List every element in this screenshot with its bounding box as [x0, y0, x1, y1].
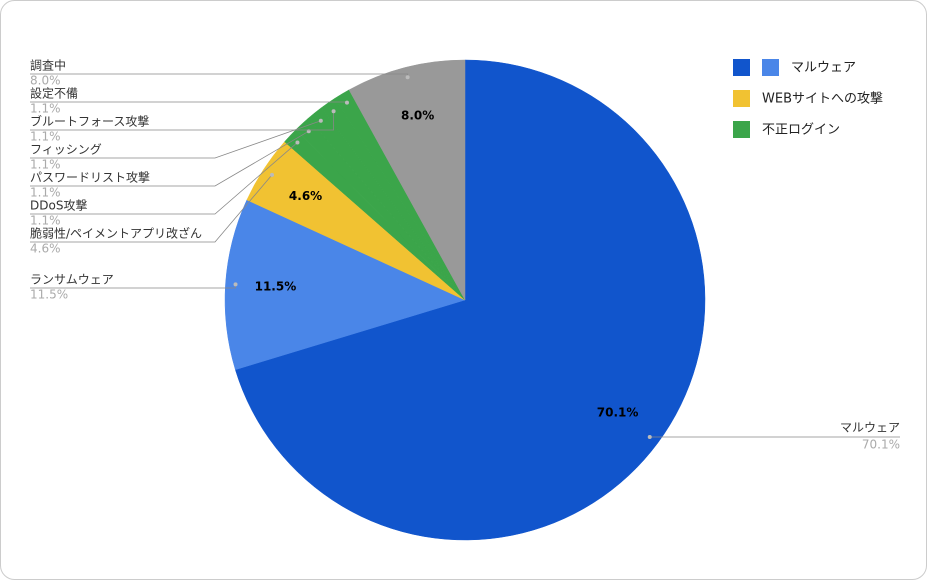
slice-value: 11.5% — [30, 288, 68, 302]
leader-dot — [233, 282, 238, 287]
leader-line — [30, 174, 273, 243]
leader-dot — [344, 100, 349, 105]
pie-slice — [224, 199, 466, 371]
legend-swatch — [733, 121, 750, 138]
slice-value: 1.1% — [30, 130, 61, 144]
leader-line — [30, 120, 321, 159]
slice-name: フィッシング — [30, 143, 102, 157]
pie-slice — [235, 59, 706, 541]
slice-value: 1.1% — [30, 102, 61, 116]
slice-label: 4.6% — [289, 189, 322, 203]
slice-name: 調査中 — [30, 58, 66, 73]
slice-label: 70.1% — [597, 406, 639, 420]
legend-label: マルウェア — [791, 61, 856, 76]
leader-line — [30, 111, 334, 131]
slice-name: 設定不備 — [30, 86, 78, 101]
leader-line — [30, 130, 309, 187]
slice-name: マルウェア — [840, 421, 900, 435]
leader-dot — [405, 75, 410, 80]
slice-value: 1.1% — [30, 214, 61, 228]
slice-name: ランサムウェア — [30, 273, 114, 287]
slice-name: DDoS攻撃 — [30, 198, 87, 213]
slice-name: 脆弱性/ペイメントアプリ改ざん — [30, 226, 202, 241]
slice-label: 8.0% — [401, 109, 434, 123]
pie-slice — [348, 59, 466, 301]
slice-label: 11.5% — [255, 280, 297, 294]
legend-label: WEBサイトへの攻撃 — [762, 91, 883, 107]
legend-swatch — [733, 59, 750, 76]
legend-label: 不正ログイン — [762, 123, 840, 138]
leader-dot — [318, 118, 323, 123]
leader-dot — [647, 435, 652, 440]
leader-dot — [269, 172, 274, 177]
slice-name: パスワードリスト攻撃 — [30, 170, 150, 185]
slice-name: ブルートフォース攻撃 — [30, 114, 149, 129]
slice-value: 8.0% — [30, 74, 61, 88]
leader-line — [30, 142, 298, 215]
leader-dot — [331, 109, 336, 114]
slice-value: 1.1% — [30, 186, 61, 200]
slice-value: 70.1% — [862, 438, 900, 452]
leader-dot — [295, 140, 300, 145]
slice-value: 4.6% — [30, 242, 61, 256]
slice-value: 1.1% — [30, 158, 61, 172]
legend-swatch — [762, 59, 779, 76]
legend-swatch — [733, 90, 750, 107]
